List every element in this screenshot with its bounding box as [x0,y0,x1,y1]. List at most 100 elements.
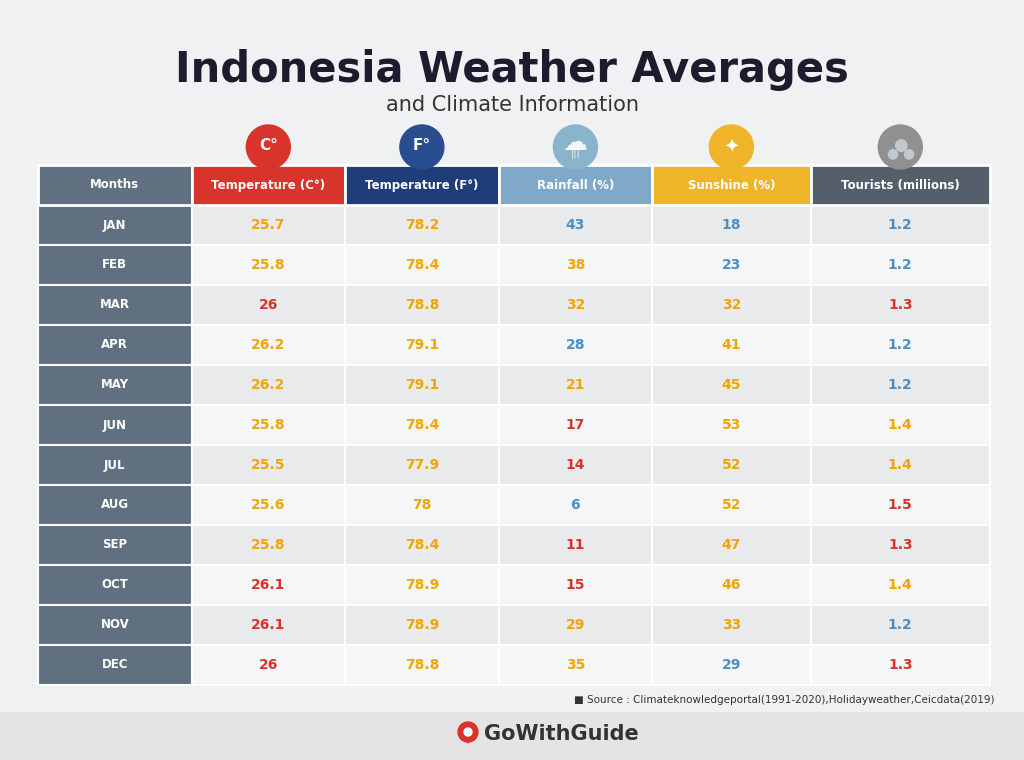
Bar [38,245,191,285]
Bar [38,645,191,685]
Text: AUG: AUG [100,499,129,511]
Bar [499,605,652,645]
Text: 1.4: 1.4 [888,578,912,592]
Text: 15: 15 [565,578,585,592]
Circle shape [879,125,923,169]
Bar [811,525,990,565]
Bar [652,445,811,485]
Bar [191,605,345,645]
Bar [652,525,811,565]
Text: 26.2: 26.2 [251,378,286,392]
Bar [811,485,990,525]
Text: 1.2: 1.2 [888,378,912,392]
Bar [499,565,652,605]
Bar [345,605,499,645]
Bar [499,205,652,245]
Bar [811,165,990,205]
Bar [499,645,652,685]
Text: 46: 46 [722,578,741,592]
Bar [38,445,191,485]
Bar [811,565,990,605]
Bar [652,205,811,245]
Text: 21: 21 [565,378,585,392]
Text: 1.2: 1.2 [888,218,912,232]
Text: 26: 26 [259,658,278,672]
Text: 38: 38 [565,258,585,272]
Text: 25.8: 25.8 [251,538,286,552]
Text: 1.2: 1.2 [888,258,912,272]
Bar [191,285,345,325]
Text: Rainfall (%): Rainfall (%) [537,179,614,192]
Circle shape [247,125,291,169]
Bar [652,325,811,365]
Bar [345,285,499,325]
Bar [191,365,345,405]
Text: 78.4: 78.4 [404,418,439,432]
Text: ■ Source : Climateknowledgeportal(1991-2020),Holidayweather,Ceicdata(2019): ■ Source : Climateknowledgeportal(1991-2… [574,695,995,705]
Bar [38,565,191,605]
Text: 78.8: 78.8 [404,298,439,312]
Text: F°: F° [413,138,431,154]
Bar [499,525,652,565]
Text: 1.3: 1.3 [888,538,912,552]
Circle shape [553,125,597,169]
Bar [345,325,499,365]
Text: ●: ● [902,146,914,160]
Bar [499,485,652,525]
Text: 78.9: 78.9 [404,618,439,632]
Text: 78.2: 78.2 [404,218,439,232]
Bar [811,605,990,645]
Bar [499,245,652,285]
Bar [345,645,499,685]
Text: and Climate Information: and Climate Information [385,95,639,115]
Text: SEP: SEP [102,539,127,552]
Bar [345,365,499,405]
Bar [0,712,1024,760]
Bar [345,405,499,445]
Bar [38,205,191,245]
Bar [191,405,345,445]
Bar [38,605,191,645]
Text: ☁: ☁ [563,131,588,155]
Text: OCT: OCT [101,578,128,591]
Bar [38,525,191,565]
Text: JUN: JUN [102,419,127,432]
Bar [345,485,499,525]
Text: 29: 29 [722,658,741,672]
Text: MAY: MAY [100,378,129,391]
Text: DEC: DEC [101,658,128,672]
Text: 1.2: 1.2 [888,618,912,632]
Text: GoWithGuide: GoWithGuide [484,724,639,744]
Text: 1.3: 1.3 [888,298,912,312]
Bar [811,285,990,325]
Bar [345,445,499,485]
Text: 52: 52 [722,498,741,512]
Text: 6: 6 [570,498,581,512]
Text: 33: 33 [722,618,741,632]
Text: 1.3: 1.3 [888,658,912,672]
Bar [499,285,652,325]
Bar [38,405,191,445]
Bar [811,405,990,445]
Text: 14: 14 [565,458,585,472]
Text: 32: 32 [722,298,741,312]
Text: 1.4: 1.4 [888,418,912,432]
Text: 79.1: 79.1 [404,338,439,352]
Bar [38,165,191,205]
Text: 47: 47 [722,538,741,552]
Text: 26.1: 26.1 [251,578,286,592]
Text: APR: APR [101,338,128,351]
Bar [345,165,499,205]
Bar [499,165,652,205]
Text: 23: 23 [722,258,741,272]
Circle shape [464,728,472,736]
Bar [811,205,990,245]
Bar [38,365,191,405]
Text: 78.8: 78.8 [404,658,439,672]
Text: 26: 26 [259,298,278,312]
Text: 25.8: 25.8 [251,258,286,272]
Bar [345,205,499,245]
Text: JUL: JUL [104,458,126,471]
Text: ●: ● [893,136,907,154]
Text: 25.6: 25.6 [251,498,286,512]
